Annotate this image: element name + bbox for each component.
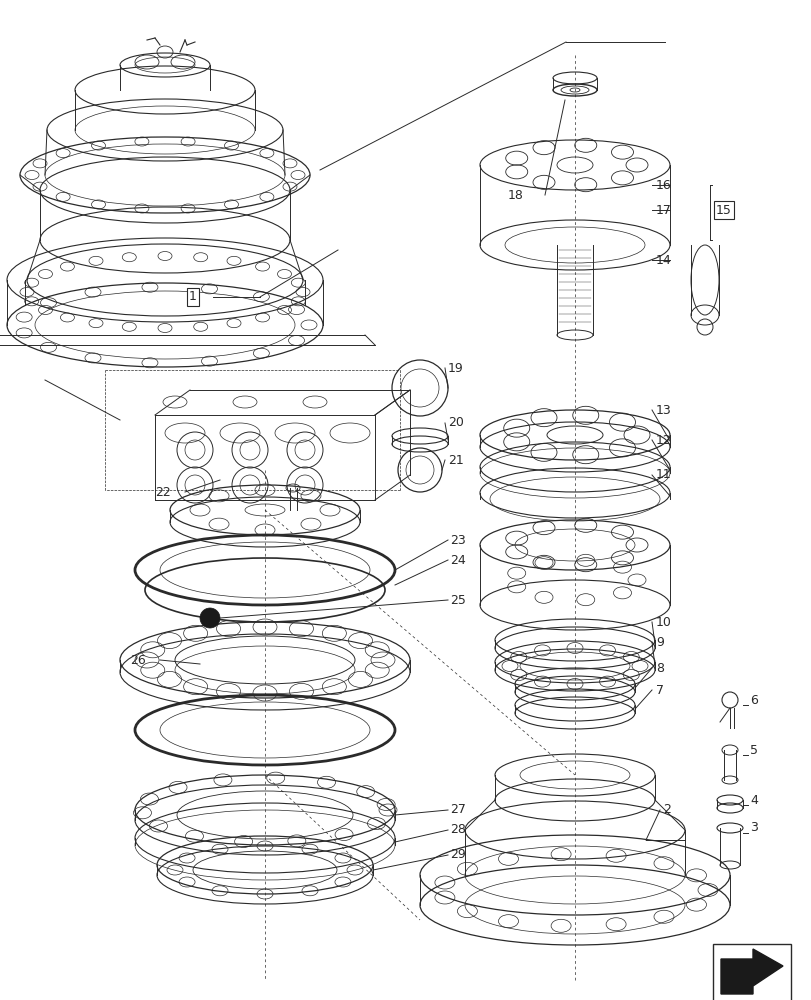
Text: 5: 5 <box>749 743 757 756</box>
Text: 11: 11 <box>655 468 671 482</box>
Text: 8: 8 <box>655 662 663 674</box>
Ellipse shape <box>200 608 220 628</box>
Text: 18: 18 <box>508 189 523 202</box>
Text: 28: 28 <box>449 823 466 836</box>
Text: 4: 4 <box>749 793 757 806</box>
Text: 25: 25 <box>449 593 466 606</box>
Text: 19: 19 <box>448 361 463 374</box>
Text: 17: 17 <box>655 204 671 217</box>
Text: 27: 27 <box>449 803 466 816</box>
Text: 1: 1 <box>189 290 197 304</box>
Polygon shape <box>720 949 782 994</box>
Text: 10: 10 <box>655 615 671 628</box>
Text: 16: 16 <box>655 179 671 192</box>
Text: 6: 6 <box>749 694 757 706</box>
Text: 9: 9 <box>655 636 663 648</box>
Text: 2: 2 <box>663 803 670 816</box>
Text: 3: 3 <box>749 821 757 834</box>
Text: 12: 12 <box>655 434 671 446</box>
Text: 26: 26 <box>130 654 145 666</box>
Text: 13: 13 <box>655 403 671 416</box>
Text: 22: 22 <box>155 486 170 498</box>
Text: 15: 15 <box>715 204 731 217</box>
Text: 23: 23 <box>449 534 466 546</box>
Text: 20: 20 <box>448 416 463 430</box>
Text: 24: 24 <box>449 554 466 566</box>
Text: 14: 14 <box>655 253 671 266</box>
Bar <box>712 944 790 1000</box>
Text: 29: 29 <box>449 848 466 861</box>
Text: 7: 7 <box>655 684 663 696</box>
Text: 21: 21 <box>448 454 463 466</box>
